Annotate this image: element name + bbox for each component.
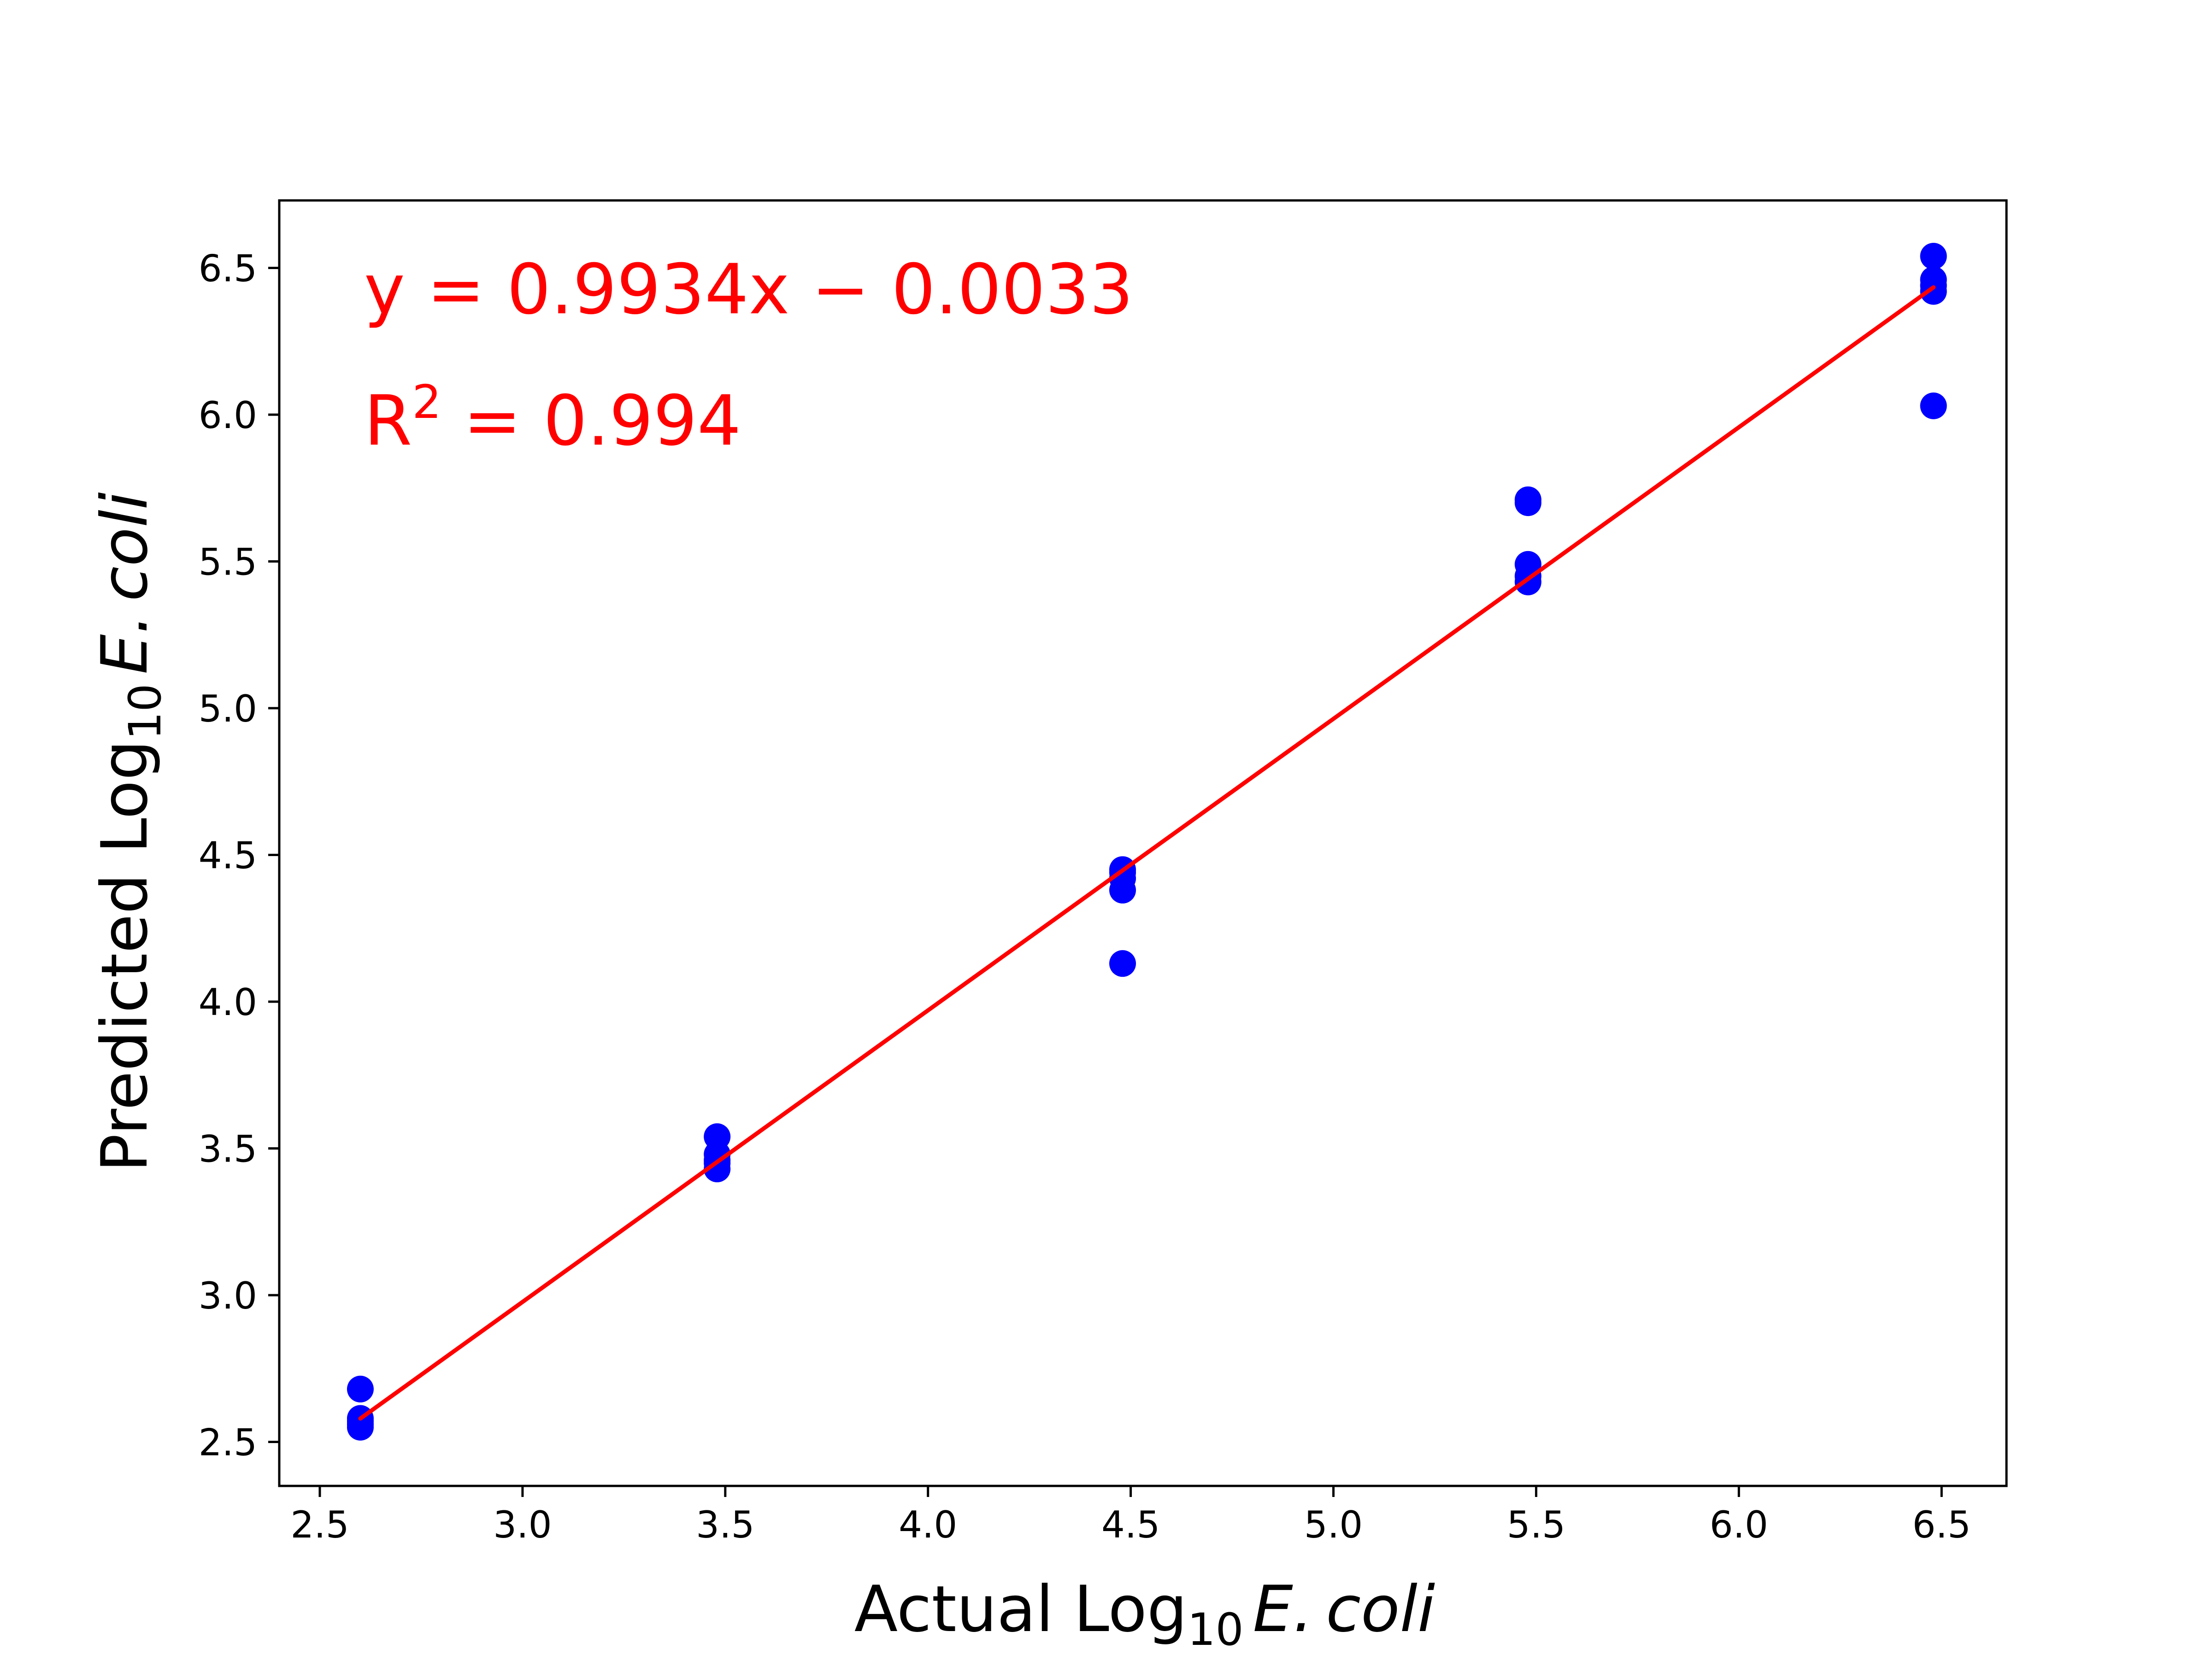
y-tick-label: 3.5 — [199, 1127, 257, 1170]
regression-equation: y = 0.9934x − 0.0033 — [364, 250, 1133, 330]
x-axis-label-prefix: Actual Log — [854, 1572, 1188, 1646]
y-axis-label-italic: E. coli — [88, 492, 162, 675]
y-axis-label-prefix: Predicted Log — [88, 740, 162, 1172]
x-tick-label: 3.0 — [493, 1503, 552, 1546]
data-point — [1109, 950, 1136, 977]
data-point — [1920, 392, 1947, 419]
x-axis-label-subscript: 10 — [1187, 1604, 1243, 1655]
data-point — [1920, 243, 1947, 270]
x-tick-label: 4.5 — [1101, 1503, 1160, 1546]
y-tick-label: 6.5 — [199, 247, 257, 290]
y-tick-label: 5.5 — [199, 540, 257, 583]
r-squared-superscript: 2 — [412, 375, 441, 429]
x-axis: 2.5 3.0 3.5 4.0 4.5 5.0 5.5 6.0 6.5 — [290, 1486, 1971, 1546]
y-axis-label-subscript: 10 — [119, 684, 171, 740]
data-marks — [347, 243, 1947, 1441]
plot-area — [278, 199, 2008, 1487]
y-tick-label: 4.0 — [199, 981, 257, 1024]
x-tick-label: 4.0 — [899, 1503, 957, 1546]
x-tick-label: 5.5 — [1507, 1503, 1565, 1546]
x-axis-label-italic: E. coli — [1253, 1572, 1435, 1646]
r-squared-symbol: R — [364, 381, 412, 461]
x-tick-label: 3.5 — [696, 1503, 754, 1546]
y-tick-label: 4.5 — [199, 834, 257, 877]
r-squared-value: = 0.994 — [441, 381, 741, 461]
x-tick-label: 2.5 — [290, 1503, 349, 1546]
y-axis: 2.5 3.0 3.5 4.0 4.5 5.0 5.5 6.0 6.5 — [199, 247, 279, 1464]
y-tick-label: 5.0 — [199, 687, 257, 730]
x-axis-label: Actual Log10 E. coli — [854, 1572, 1435, 1655]
regression-line — [358, 285, 1936, 1421]
x-tick-label: 5.0 — [1304, 1503, 1363, 1546]
x-tick-label: 6.5 — [1912, 1503, 1971, 1546]
data-point — [1514, 489, 1541, 516]
axes-frame — [278, 199, 2008, 1487]
x-tick-label: 6.0 — [1710, 1503, 1768, 1546]
r-squared-label: R2 = 0.994 — [364, 375, 741, 461]
data-point — [347, 1375, 374, 1403]
y-tick-label: 3.0 — [199, 1274, 257, 1317]
y-axis-label: Predicted Log10 E. coli — [88, 492, 171, 1172]
y-tick-label: 6.0 — [199, 394, 257, 437]
y-tick-label: 2.5 — [199, 1421, 257, 1464]
